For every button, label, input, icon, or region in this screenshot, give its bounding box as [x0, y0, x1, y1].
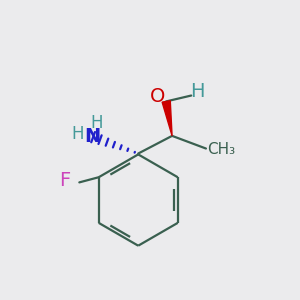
Text: N: N: [85, 127, 101, 146]
Text: H: H: [190, 82, 204, 100]
Text: O: O: [150, 88, 165, 106]
Text: CH₃: CH₃: [207, 142, 236, 158]
Text: H: H: [72, 125, 84, 143]
Text: H: H: [91, 114, 103, 132]
Polygon shape: [162, 101, 172, 136]
Text: F: F: [59, 171, 70, 190]
